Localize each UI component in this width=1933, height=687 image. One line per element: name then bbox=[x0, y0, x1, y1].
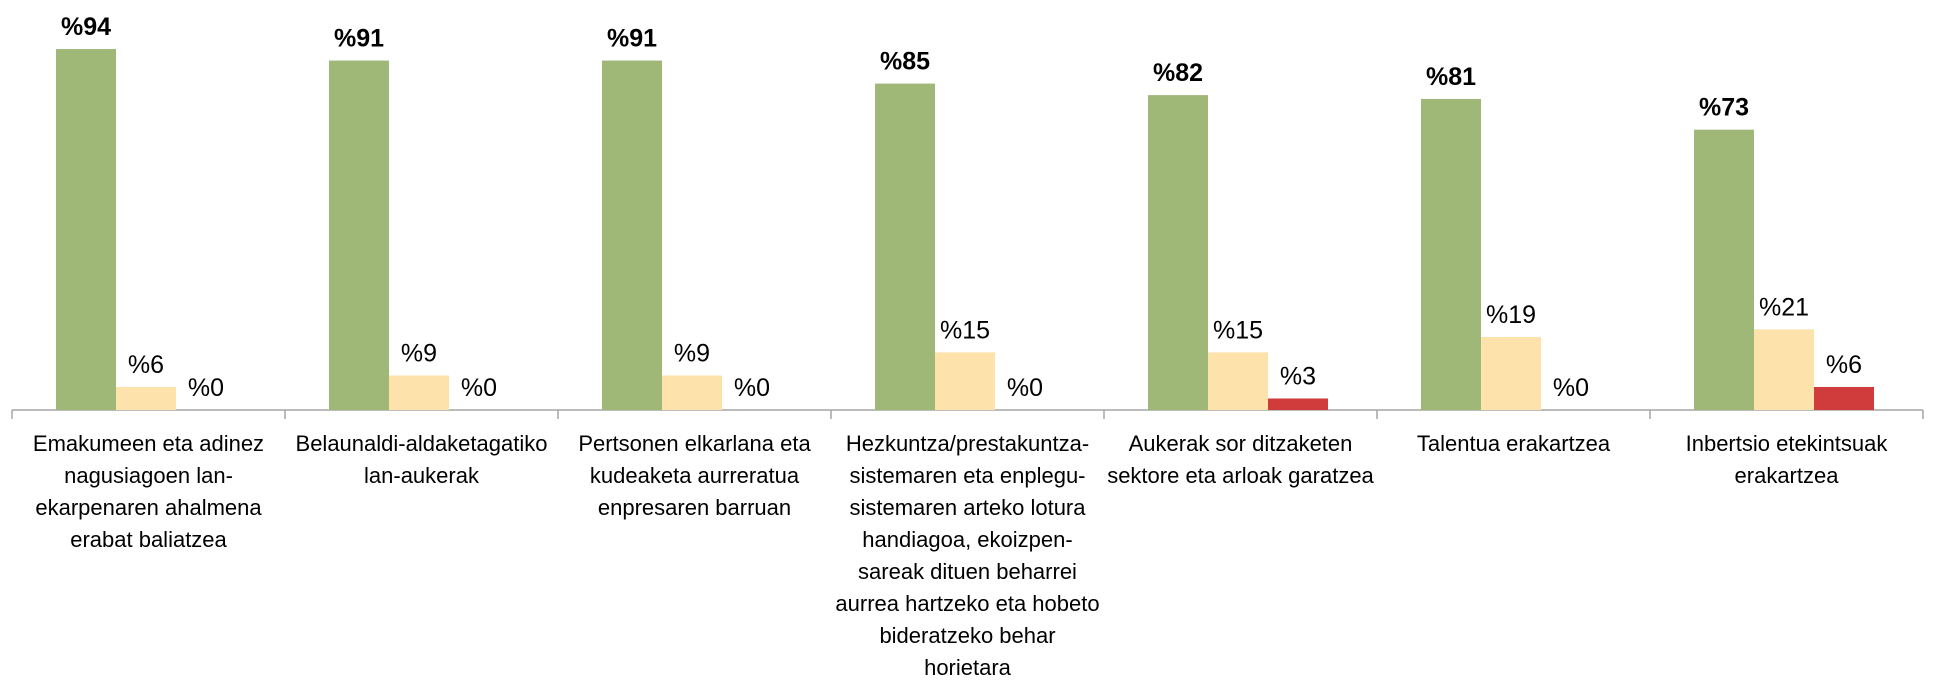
x-tick-label: Pertsonen elkarlana eta kudeaketa aurrer… bbox=[578, 431, 811, 520]
x-tick-label: Aukerak sor ditzaketen sektore eta arloa… bbox=[1107, 431, 1374, 488]
bar bbox=[875, 83, 935, 410]
value-label: %0 bbox=[734, 374, 770, 402]
value-label: %15 bbox=[1213, 316, 1263, 344]
value-label: %3 bbox=[1280, 362, 1316, 390]
bar bbox=[1421, 98, 1481, 411]
bar bbox=[1754, 329, 1814, 410]
value-label: %81 bbox=[1426, 63, 1476, 91]
bar bbox=[389, 375, 449, 410]
value-label: %6 bbox=[1826, 351, 1862, 379]
value-label: %73 bbox=[1699, 94, 1749, 122]
bar bbox=[1814, 386, 1874, 410]
value-label: %0 bbox=[188, 374, 224, 402]
value-label: %9 bbox=[401, 339, 437, 367]
x-tick-label: Emakumeen eta adinez nagusiagoen lan-eka… bbox=[32, 431, 265, 552]
bar bbox=[1268, 398, 1328, 410]
value-label: %0 bbox=[1007, 374, 1043, 402]
value-label: %15 bbox=[940, 316, 990, 344]
value-label: %19 bbox=[1486, 301, 1536, 329]
value-label: %0 bbox=[1553, 374, 1589, 402]
bar bbox=[935, 352, 995, 410]
bar bbox=[602, 60, 662, 411]
value-label: %85 bbox=[880, 48, 930, 76]
bar bbox=[1148, 95, 1208, 411]
x-tick-label: Hezkuntza/prestakuntza-sistemaren eta en… bbox=[835, 431, 1100, 680]
value-label: %91 bbox=[607, 25, 657, 53]
value-label: %82 bbox=[1153, 59, 1203, 87]
bar bbox=[329, 60, 389, 411]
x-tick-label: Inbertsio etekintsuak erakartzea bbox=[1685, 431, 1888, 488]
value-label: %21 bbox=[1759, 293, 1809, 321]
bar bbox=[116, 386, 176, 410]
bar bbox=[662, 375, 722, 410]
value-label: %91 bbox=[334, 25, 384, 53]
bar bbox=[1208, 352, 1268, 410]
value-label: %94 bbox=[61, 13, 111, 41]
value-label: %0 bbox=[461, 374, 497, 402]
bar bbox=[1481, 337, 1541, 410]
bar bbox=[56, 49, 116, 410]
value-label: %6 bbox=[128, 351, 164, 379]
value-label: %9 bbox=[674, 339, 710, 367]
bar bbox=[1694, 129, 1754, 410]
x-tick-label: Talentua erakartzea bbox=[1416, 431, 1611, 456]
x-tick-label: Belaunaldi-aldaketagatiko lan-aukerak bbox=[295, 431, 548, 488]
